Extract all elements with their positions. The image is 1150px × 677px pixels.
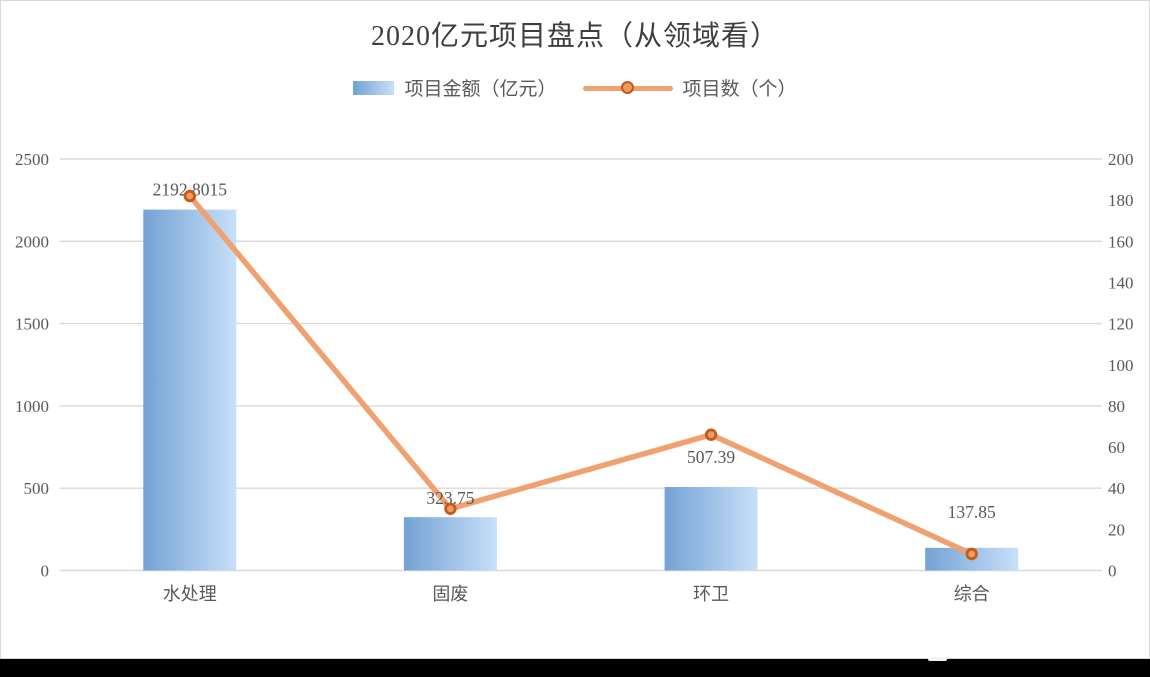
- chart-canvas: 0 500 1000 1500 2000 2500 0 20 40 60 80 100 120 140 16…: [0, 0, 1150, 659]
- category-label: 环卫: [693, 584, 729, 604]
- data-label: 507.39: [687, 447, 735, 467]
- legend: 项目金额（亿元） 项目数（个）: [0, 74, 1150, 101]
- legend-bar-swatch-icon: [353, 80, 395, 95]
- left-axis-tick: 2000: [15, 232, 49, 251]
- legend-line-swatch-icon: [582, 80, 673, 96]
- bar-水处理: [143, 209, 237, 571]
- line-marker: [704, 428, 718, 441]
- legend-label-amount: 项目金额（亿元）: [404, 79, 557, 100]
- right-axis-tick: 140: [1108, 274, 1134, 293]
- right-axis-tick: 60: [1108, 438, 1125, 457]
- plot-area: 0 500 1000 1500 2000 2500 0 20 40 60 80 100 120 140 16…: [15, 150, 1134, 604]
- line-marker: [965, 547, 978, 561]
- right-axis-tick: 0: [1108, 562, 1117, 581]
- bar-环卫: [664, 487, 758, 571]
- category-label: 固废: [432, 584, 468, 604]
- left-axis-tick: 2500: [15, 150, 49, 169]
- line-series: [187, 194, 973, 557]
- right-axis-tick: 80: [1108, 397, 1125, 416]
- legend-label-count: 项目数（个）: [682, 79, 797, 100]
- right-axis-tick: 160: [1108, 232, 1134, 251]
- bottom-bar-notch: [928, 657, 947, 661]
- left-axis-tick: 500: [24, 479, 50, 498]
- left-axis-tick: 0: [41, 562, 50, 581]
- data-label: 323.75: [426, 488, 474, 508]
- left-axis-tick: 1500: [15, 315, 49, 334]
- chart-title: 2020亿元项目盘点（从领域看）: [370, 21, 779, 52]
- data-label: 137.85: [948, 502, 996, 522]
- left-axis-tick: 1000: [15, 397, 49, 416]
- line-marker: [183, 189, 197, 203]
- right-axis-tick: 200: [1108, 150, 1134, 169]
- bottom-black-bar: [0, 660, 1150, 677]
- right-axis-tick: 40: [1108, 479, 1125, 498]
- bar-固废: [403, 517, 497, 571]
- line-marker: [444, 502, 457, 516]
- right-axis-tick: 20: [1108, 520, 1125, 539]
- right-axis-tick: 120: [1108, 315, 1134, 334]
- category-label: 综合: [954, 584, 990, 604]
- data-label: 2192.8015: [153, 180, 228, 200]
- right-axis-tick: 180: [1108, 191, 1134, 210]
- right-axis-tick: 100: [1108, 356, 1134, 375]
- category-label: 水处理: [163, 584, 217, 604]
